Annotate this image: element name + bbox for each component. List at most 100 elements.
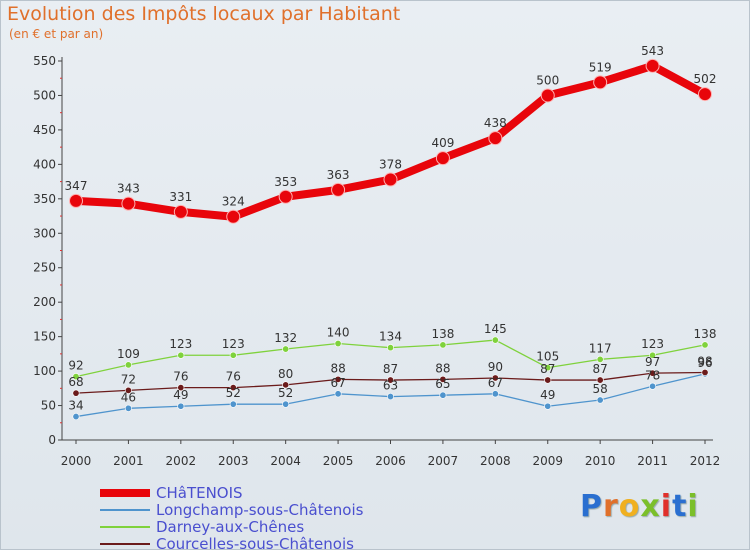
y-tick-label: 200: [33, 295, 56, 309]
data-label: 88: [330, 361, 345, 375]
x-tick-label: 2010: [585, 454, 616, 468]
series-point-1: [386, 393, 394, 401]
x-tick-label: 2011: [637, 454, 668, 468]
data-label: 409: [431, 136, 454, 150]
data-label: 46: [121, 390, 136, 404]
chart-title: Evolution des Impôts locaux par Habitant: [7, 3, 401, 25]
data-label: 76: [226, 370, 241, 384]
series-point-1: [491, 390, 499, 398]
series-point-2: [282, 345, 290, 353]
data-label: 90: [488, 360, 503, 374]
data-label: 49: [173, 388, 188, 402]
data-label: 347: [65, 179, 88, 193]
series-point-3: [701, 368, 709, 376]
data-label: 134: [379, 330, 402, 344]
data-label: 52: [278, 386, 293, 400]
logo-letter: r: [603, 489, 619, 524]
data-label: 87: [383, 362, 398, 376]
logo-letter: o: [618, 489, 641, 524]
data-label: 331: [169, 190, 192, 204]
series-point-3: [596, 376, 604, 384]
series-point-0: [173, 204, 188, 219]
data-label: 378: [379, 158, 402, 172]
y-tick-label: 550: [33, 54, 56, 68]
legend-swatch: [100, 488, 150, 497]
data-label: 132: [274, 331, 297, 345]
y-tick-label: 0: [48, 433, 56, 447]
series-point-3: [124, 386, 132, 394]
y-tick-label: 300: [33, 226, 56, 240]
series-point-0: [226, 209, 241, 224]
y-tick-label: 150: [33, 330, 56, 344]
logo-letter: P: [580, 489, 603, 524]
series-point-2: [177, 351, 185, 359]
x-tick-label: 2008: [480, 454, 511, 468]
data-label: 105: [536, 350, 559, 364]
series-point-1: [649, 382, 657, 390]
data-label: 543: [641, 44, 664, 58]
series-point-3: [386, 376, 394, 384]
data-label: 117: [589, 341, 612, 355]
series-point-2: [72, 373, 80, 381]
series-point-0: [69, 193, 83, 208]
data-label: 88: [435, 361, 450, 375]
data-label: 140: [327, 326, 350, 340]
legend-item: Darney-aux-Chênes: [100, 517, 363, 536]
logo-letter: i: [687, 489, 699, 524]
data-label: 96: [697, 356, 712, 370]
legend-label: Courcelles-sous-Châtenois: [156, 534, 354, 553]
x-tick-label: 2001: [113, 454, 144, 468]
data-label: 97: [645, 355, 660, 369]
x-tick-label: 2003: [218, 454, 249, 468]
legend-swatch: [100, 542, 150, 545]
series-point-1: [177, 402, 185, 410]
data-label: 87: [540, 362, 555, 376]
data-label: 98: [697, 354, 712, 368]
data-label: 78: [645, 368, 660, 382]
series-point-0: [383, 172, 398, 187]
y-tick-label: 250: [33, 261, 56, 275]
series-point-0: [488, 131, 503, 146]
data-label: 500: [536, 73, 559, 87]
legend-item: Courcelles-sous-Châtenois: [100, 534, 363, 553]
legend-label: Darney-aux-Chênes: [156, 517, 305, 536]
x-tick-label: 2006: [375, 454, 406, 468]
series-point-3: [439, 375, 447, 383]
data-label: 438: [484, 116, 507, 130]
x-tick-label: 2007: [428, 454, 459, 468]
series-point-3: [72, 389, 80, 397]
data-label: 63: [383, 379, 398, 393]
y-tick-label: 100: [33, 364, 56, 378]
series-point-0: [593, 75, 608, 90]
series-point-3: [229, 384, 237, 392]
legend-label: CHâTENOIS: [156, 483, 243, 502]
x-tick-label: 2009: [532, 454, 563, 468]
series-point-0: [435, 151, 450, 166]
y-tick-label: 50: [41, 399, 56, 413]
data-label: 502: [694, 72, 717, 86]
series-point-0: [121, 196, 136, 211]
series-point-1: [229, 400, 237, 408]
chart-legend: CHâTENOIS Longchamp-sous-Châtenois Darney-…: [100, 483, 363, 553]
y-tick-label: 350: [33, 192, 56, 206]
data-label: 68: [68, 375, 83, 389]
series-point-1: [439, 391, 447, 399]
series-point-0: [278, 189, 293, 204]
series-point-3: [177, 384, 185, 392]
logo-letter: x: [640, 489, 661, 524]
series-point-2: [701, 341, 709, 349]
y-tick-label: 400: [33, 157, 56, 171]
data-label: 52: [226, 386, 241, 400]
data-label: 87: [593, 362, 608, 376]
data-label: 353: [274, 175, 297, 189]
x-tick-label: 2000: [61, 454, 92, 468]
series-point-2: [491, 336, 499, 344]
data-label: 65: [435, 377, 450, 391]
series-point-1: [124, 404, 132, 412]
chart-subtitle: (en € et par an): [9, 27, 104, 41]
series-point-1: [596, 396, 604, 404]
data-label: 138: [431, 327, 454, 341]
series-point-3: [544, 376, 552, 384]
series-point-2: [229, 351, 237, 359]
legend-swatch: [100, 525, 150, 528]
